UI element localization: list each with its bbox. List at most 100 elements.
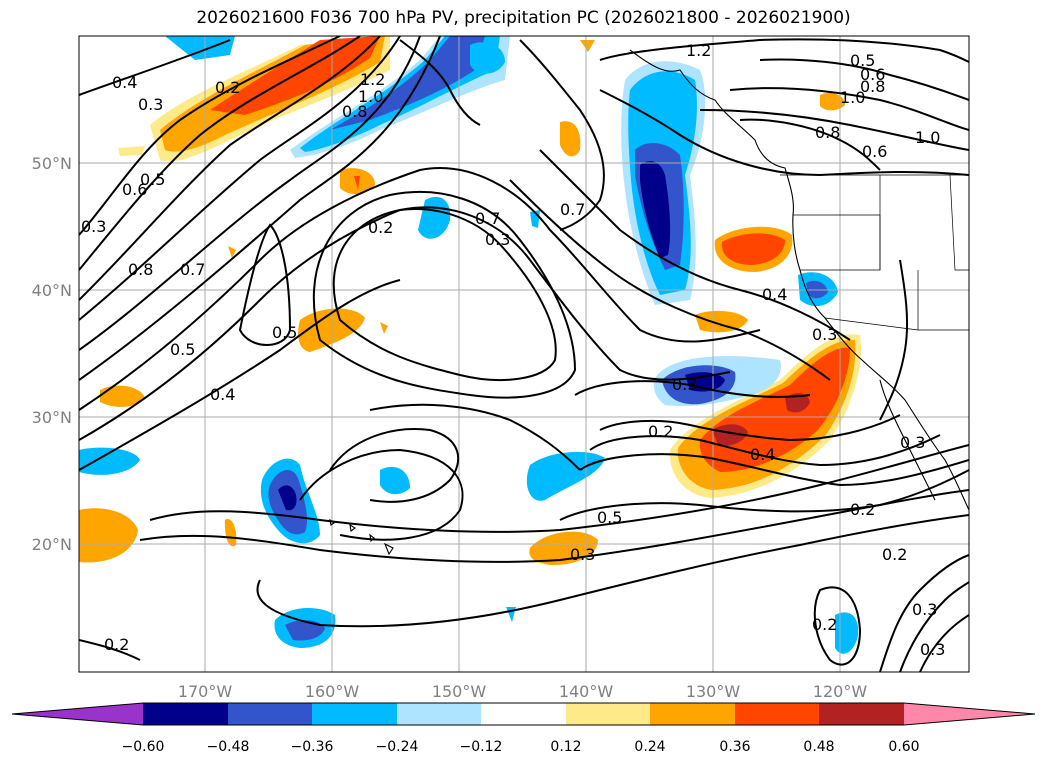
- contour-label: 1.0: [358, 87, 383, 106]
- lon-label: 170°W: [178, 682, 233, 701]
- colorbar-tick-label: −0.36: [291, 739, 334, 755]
- contour-label: 0.3: [900, 433, 925, 452]
- contour-label: 0.3: [138, 95, 163, 114]
- negative-anomaly-region: [278, 485, 297, 511]
- contour-label: 0.4: [210, 385, 235, 404]
- positive-anomaly-region: [79, 508, 138, 563]
- colorbar-tick-label: −0.60: [122, 739, 165, 755]
- colorbar-tick-label: 0.36: [719, 739, 750, 755]
- contour-label-group: 0.4 0.3 0.2 1.2 1.0 0.8 1.2 0.5 0.6 0.8 …: [81, 41, 945, 659]
- lon-label: 150°W: [432, 682, 487, 701]
- colorbar-segment: [397, 703, 481, 725]
- contour-label: 0.6: [122, 180, 147, 199]
- map-frame: [78, 35, 970, 673]
- contour-label: 0.2: [648, 422, 673, 441]
- positive-anomaly-region: [118, 146, 145, 156]
- lat-label: 20°N: [32, 535, 72, 554]
- latitude-labels: 50°N 40°N 30°N 20°N: [32, 154, 72, 554]
- lat-label: 50°N: [32, 154, 72, 173]
- negative-anomaly-region: [380, 466, 410, 495]
- positive-anomaly-region: [354, 176, 360, 190]
- contour-label: 0.2: [850, 500, 875, 519]
- contour-label: 0.5: [850, 51, 875, 70]
- contour-label: 0.8: [815, 123, 840, 142]
- colorbar-tick-label: 0.60: [888, 739, 919, 755]
- map-title: 2026021600 F036 700 hPa PV, precipitatio…: [196, 8, 851, 28]
- colorbar-tick-label: −0.24: [376, 739, 419, 755]
- positive-anomaly-region: [100, 385, 145, 407]
- contour-label: 0.4: [762, 285, 787, 304]
- contour-label: 0.3: [672, 375, 697, 394]
- contour-label: 0.7: [560, 200, 585, 219]
- graticule: [79, 36, 969, 672]
- contour-label: 1.2: [360, 70, 385, 89]
- contour-label: 0.6: [860, 65, 885, 84]
- lon-label: 130°W: [686, 682, 741, 701]
- longitude-labels: 170°W 160°W 150°W 140°W 130°W 120°W: [178, 682, 868, 701]
- colorbar: −0.60 −0.48 −0.36 −0.24 −0.12 0.12 0.24 …: [11, 702, 1036, 755]
- contour-label: 0.3: [570, 545, 595, 564]
- colorbar-segment: [312, 703, 397, 725]
- contour-label: 0.3: [485, 230, 510, 249]
- contour-label: 0.8: [860, 77, 885, 96]
- contour-label: 0.7: [180, 260, 205, 279]
- lat-label: 30°N: [32, 408, 72, 427]
- positive-anomaly-region: [380, 322, 388, 334]
- lon-label: 140°W: [559, 682, 614, 701]
- negative-anomaly-region: [835, 612, 859, 654]
- negative-anomaly-region: [165, 36, 235, 60]
- colorbar-tick-label: 0.12: [550, 739, 581, 755]
- negative-anomaly-region: [79, 447, 140, 475]
- contour-label: 0.2: [104, 635, 129, 654]
- pv-contours: [79, 36, 969, 672]
- positive-anomaly-region: [228, 246, 236, 258]
- positive-anomaly-region: [712, 424, 748, 446]
- contour-label: 0.2: [882, 545, 907, 564]
- colorbar-extend-high: [904, 703, 1035, 725]
- lon-label: 120°W: [813, 682, 868, 701]
- contour-label: 0.5: [140, 170, 165, 189]
- contour-label: 0.4: [112, 73, 137, 92]
- contour-label: 0.3: [81, 217, 106, 236]
- contour-label: 1.0: [840, 88, 865, 107]
- positive-anomaly-region: [820, 92, 845, 111]
- negative-anomaly-region: [285, 620, 325, 641]
- contour-label: 0.2: [215, 78, 240, 97]
- contour-label: 0.5: [597, 508, 622, 527]
- negative-anomaly-region: [418, 196, 451, 239]
- contour-label: 0.8: [128, 260, 153, 279]
- colorbar-tick-label: 0.48: [803, 739, 834, 755]
- contour-label: 0.7: [475, 209, 500, 228]
- contour-label: 0.5: [170, 340, 195, 359]
- lat-label: 40°N: [32, 281, 72, 300]
- colorbar-tick-label: −0.12: [460, 739, 503, 755]
- contour-label: 0.5: [272, 323, 297, 342]
- coastlines: [329, 49, 969, 556]
- negative-anomaly-region: [330, 36, 485, 130]
- colorbar-outline: [11, 702, 1036, 726]
- positive-anomaly-region: [580, 40, 595, 52]
- colorbar-segment: [481, 703, 566, 725]
- colorbar-tick-label: −0.48: [207, 739, 250, 755]
- contour-label: 1.2: [686, 41, 711, 60]
- negative-anomaly-region: [526, 451, 605, 501]
- positive-anomaly-region: [721, 233, 785, 265]
- colorbar-segment: [143, 703, 228, 725]
- positive-anomaly-region: [785, 393, 810, 413]
- positive-anomaly-region: [695, 310, 748, 333]
- contour-label: 0.6: [862, 142, 887, 161]
- contour-label: 0.3: [912, 600, 937, 619]
- colorbar-segment: [566, 703, 650, 725]
- contour-label: 0.3: [812, 325, 837, 344]
- colorbar-tick-label: 0.24: [634, 739, 665, 755]
- colorbar-segment: [650, 703, 735, 725]
- negative-anomaly-region: [470, 42, 505, 74]
- positive-anomaly-region: [560, 121, 581, 157]
- colorbar-extend-low: [12, 703, 143, 725]
- colorbar-segment: [735, 703, 819, 725]
- positive-anomaly-region: [224, 519, 237, 547]
- contour-label: 0.2: [812, 615, 837, 634]
- contour-label: 1.0: [915, 128, 940, 147]
- contour-label: 0.4: [750, 445, 775, 464]
